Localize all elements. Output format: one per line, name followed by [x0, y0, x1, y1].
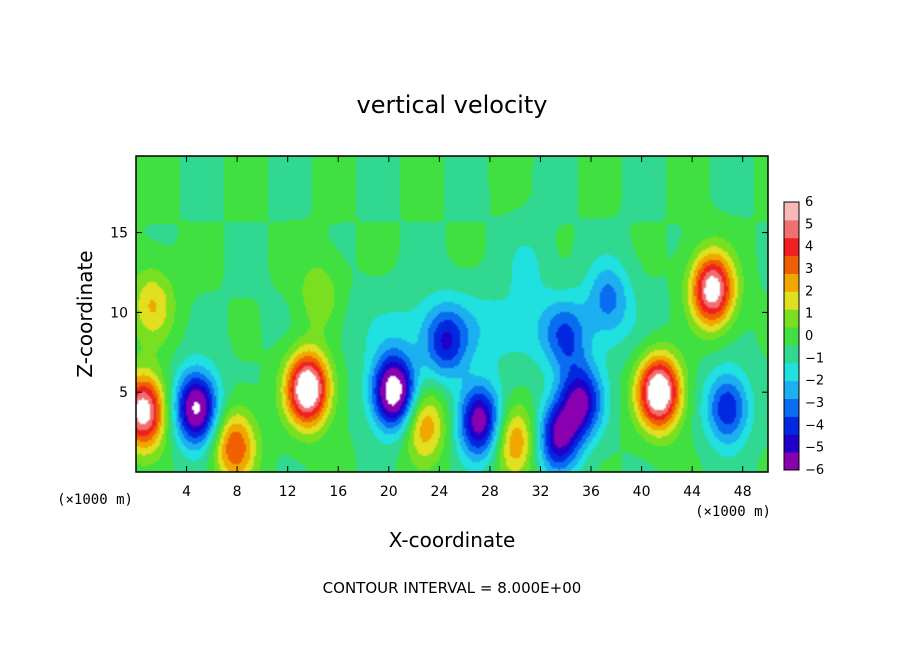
y-axis-ticks: 5 10 15 — [110, 226, 768, 401]
x-tick-label: 4 — [182, 484, 191, 500]
colorbar-tick-label: −3 — [805, 396, 824, 411]
x-tick-label: 20 — [380, 484, 398, 500]
contour-interval-label: CONTOUR INTERVAL = 8.000E+00 — [323, 579, 582, 597]
x-unit-label-left: (×1000 m) — [57, 492, 133, 508]
colorbar: −6 −5 −4 −3 −2 −1 0 1 2 3 4 5 6 — [783, 195, 824, 478]
x-axis-label: X-coordinate — [389, 528, 516, 552]
x-tick-label: 48 — [734, 484, 752, 500]
colorbar-tick-label: 6 — [805, 195, 813, 210]
colorbar-tick-label: 0 — [805, 329, 813, 344]
x-axis-ticks: 4 8 12 16 20 24 28 32 36 40 44 48 — [182, 156, 752, 500]
x-tick-label: 8 — [233, 484, 242, 500]
x-tick-label: 24 — [430, 484, 448, 500]
colorbar-tick-label: −4 — [805, 418, 824, 433]
y-axis-label: Z-coordinate — [73, 250, 97, 377]
colorbar-segment — [784, 291, 799, 310]
velocity-field — [136, 156, 768, 472]
colorbar-segment — [784, 434, 799, 453]
x-tick-label: 12 — [279, 484, 297, 500]
colorbar-segment — [784, 380, 799, 400]
plot-frame — [135, 155, 769, 473]
colorbar-segment — [784, 255, 799, 274]
colorbar-segment — [784, 219, 799, 239]
y-tick-label: 10 — [110, 305, 128, 321]
colorbar-segment — [784, 416, 799, 435]
chart-title: vertical velocity — [357, 91, 548, 119]
colorbar-tick-label: −6 — [805, 463, 824, 478]
colorbar-segment — [784, 344, 799, 364]
colorbar-tick-label: 2 — [805, 284, 813, 299]
x-tick-label: 32 — [532, 484, 550, 500]
y-tick-label: 15 — [110, 226, 128, 242]
plot-area — [135, 155, 769, 473]
x-tick-label: 36 — [582, 484, 600, 500]
colorbar-frame — [783, 201, 800, 471]
colorbar-segment — [784, 237, 799, 257]
x-tick-label: 40 — [633, 484, 651, 500]
colorbar-tick-label: −2 — [805, 374, 824, 389]
x-unit-label-right: (×1000 m) — [695, 504, 771, 520]
colorbar-segment — [784, 452, 799, 471]
colorbar-segment — [784, 309, 799, 328]
colorbar-segment — [784, 327, 799, 346]
colorbar-tick-label: −5 — [805, 441, 824, 456]
colorbar-tick-label: 1 — [805, 307, 813, 322]
colorbar-segment — [784, 398, 799, 417]
x-tick-label: 28 — [481, 484, 499, 500]
colorbar-segment — [784, 202, 799, 221]
colorbar-tick-label: 5 — [805, 217, 813, 232]
x-tick-label: 44 — [683, 484, 701, 500]
colorbar-segment — [784, 273, 799, 292]
y-tick-label: 5 — [119, 385, 128, 401]
colorbar-segment — [784, 362, 799, 382]
colorbar-tick-label: 4 — [805, 240, 813, 255]
colorbar-tick-label: 3 — [805, 262, 813, 277]
x-tick-label: 16 — [329, 484, 347, 500]
colorbar-tick-label: −1 — [805, 351, 824, 366]
